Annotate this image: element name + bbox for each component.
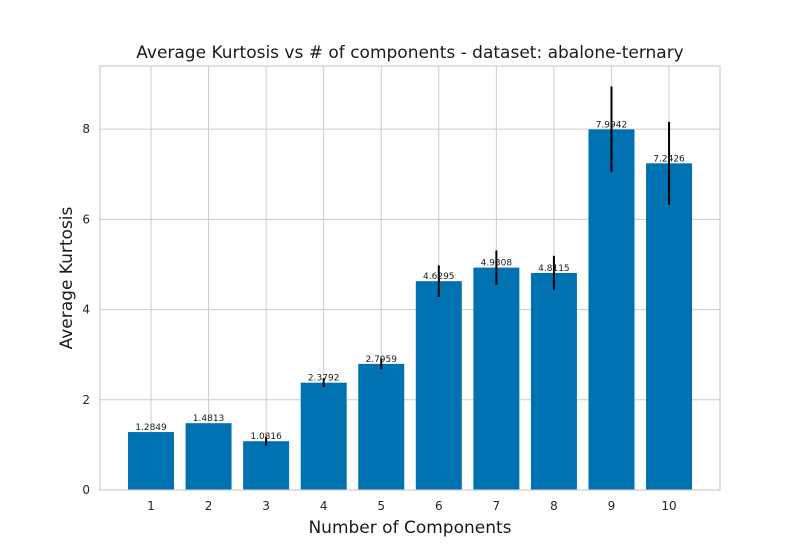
bar <box>358 363 405 490</box>
y-tick-label: 6 <box>82 212 90 226</box>
x-axis-label: Number of Components <box>308 518 511 538</box>
data-labels: 1.2849 1.4813 1.0816 2.3792 2.7959 4.6295 4.93… <box>135 120 685 442</box>
bar <box>185 423 232 490</box>
y-tick-label: 2 <box>82 393 90 407</box>
x-tick-labels: 1 2 3 4 5 6 7 8 9 10 <box>147 499 677 513</box>
x-tick-label: 8 <box>550 499 558 513</box>
x-tick-label: 6 <box>435 499 443 513</box>
bar <box>646 163 693 491</box>
x-tick-label: 9 <box>608 499 616 513</box>
x-tick-label: 2 <box>205 499 213 513</box>
x-tick-label: 7 <box>493 499 501 513</box>
y-tick-label: 4 <box>82 303 90 317</box>
bar-value-label: 7.9942 <box>596 120 628 130</box>
x-tick-label: 10 <box>661 499 676 513</box>
y-tick-label: 0 <box>82 483 90 497</box>
bars <box>128 129 693 491</box>
bar <box>300 382 347 490</box>
bar <box>415 281 462 490</box>
bar-value-label: 2.7959 <box>365 355 397 365</box>
bar <box>128 432 174 490</box>
bar-value-label: 1.0816 <box>250 432 282 442</box>
plot-frame <box>99 65 721 491</box>
chart-title: Average Kurtosis vs # of components - da… <box>136 43 684 63</box>
bar-value-label: 1.2849 <box>135 423 167 433</box>
x-tick-label: 3 <box>262 499 270 513</box>
bar-value-label: 4.6295 <box>423 272 455 282</box>
bar-value-label: 4.9308 <box>481 259 513 269</box>
y-tick-labels: 0 2 4 6 8 <box>82 122 90 497</box>
bar <box>530 272 577 490</box>
bar-value-label: 4.8115 <box>538 264 570 274</box>
bar <box>588 129 635 490</box>
y-axis-label: Average Kurtosis <box>57 206 77 349</box>
y-tick-label: 8 <box>82 122 90 136</box>
x-tick-label: 5 <box>377 499 385 513</box>
bar-value-label: 7.2426 <box>653 154 685 164</box>
x-tick-label: 4 <box>320 499 328 513</box>
x-tick-label: 1 <box>147 499 155 513</box>
bar-value-label: 1.4813 <box>193 414 225 424</box>
bar <box>243 441 290 490</box>
bar <box>473 267 520 490</box>
error-bars <box>265 86 671 446</box>
bar-value-label: 2.3792 <box>308 374 340 384</box>
